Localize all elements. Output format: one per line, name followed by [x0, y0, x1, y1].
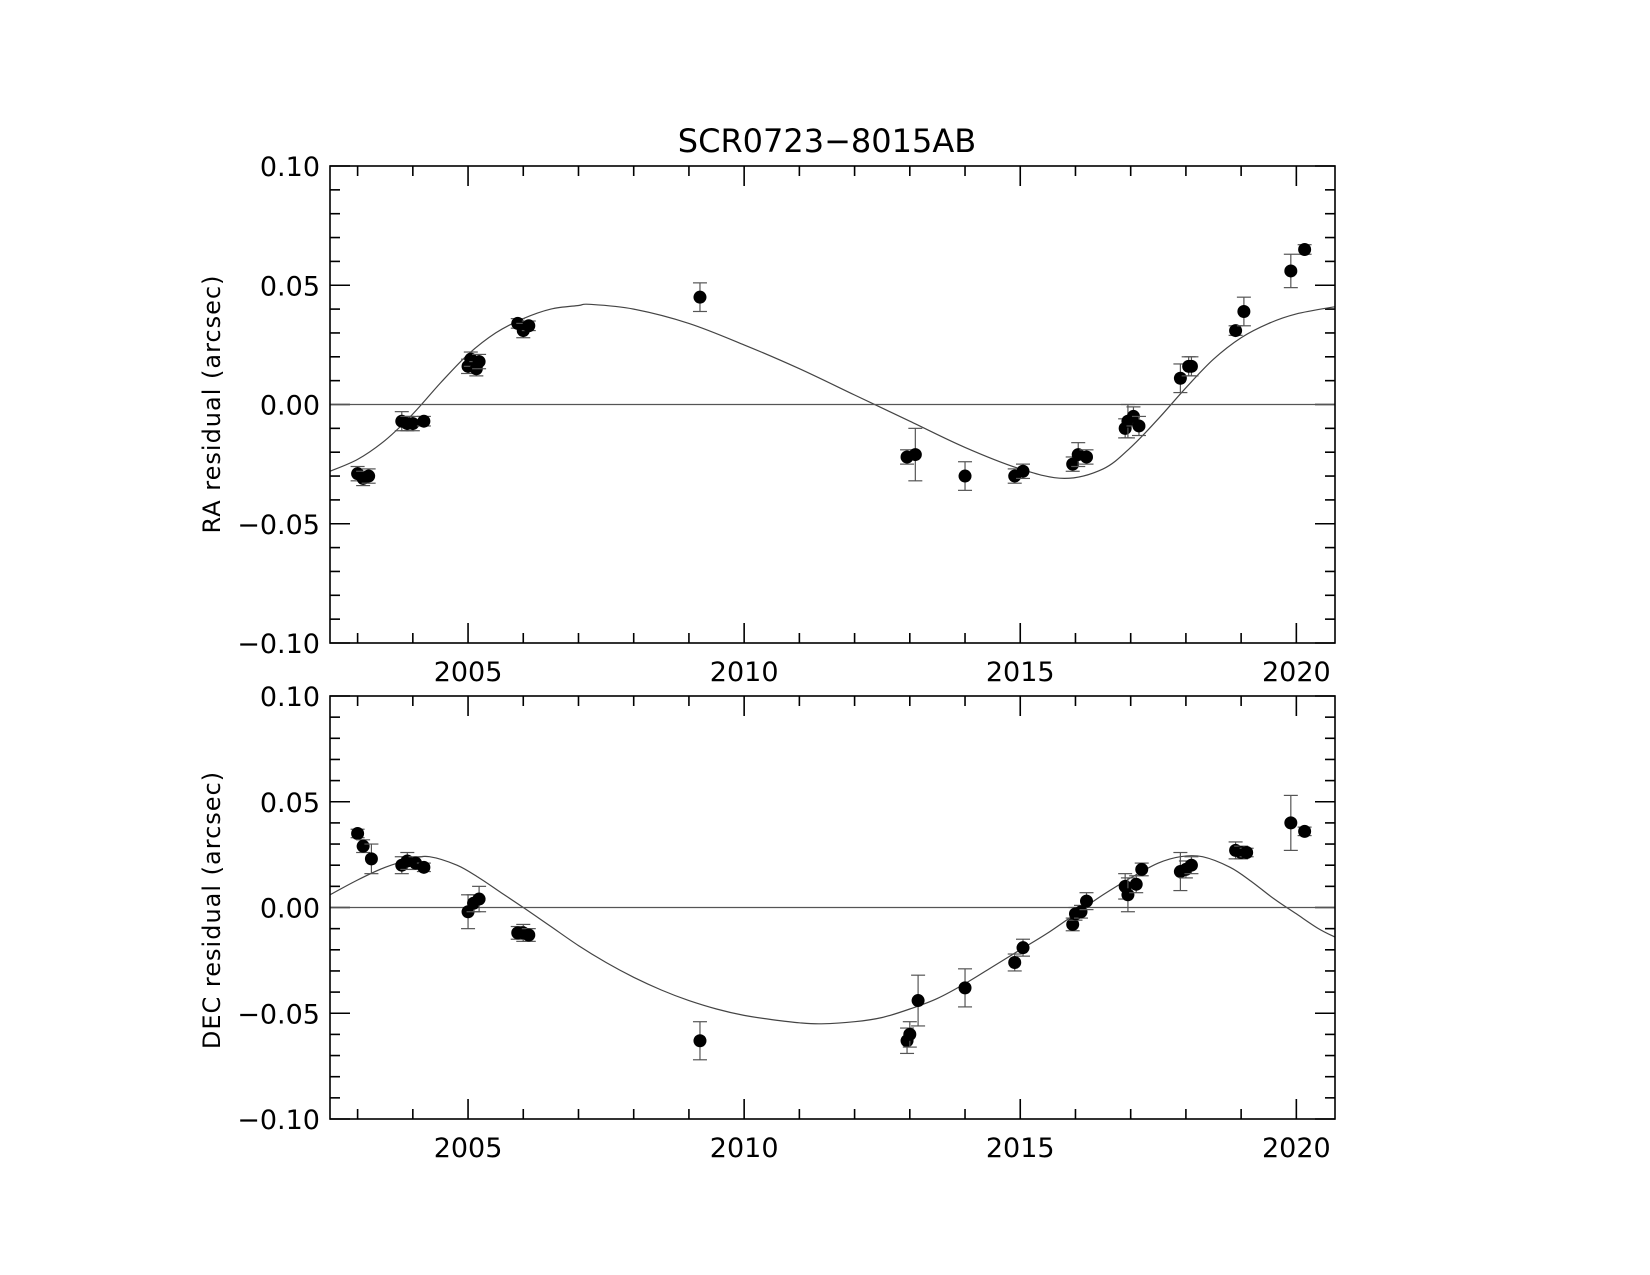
ra-data-point: [1284, 264, 1298, 278]
ra-data-point: [1184, 359, 1198, 373]
dec-x-tick-label: 2010: [710, 1133, 779, 1164]
ra-axis-ticks: 2005 2010 2015 2020 −0.10 −0.05 0.00 0.05 0.10: [237, 152, 1335, 688]
ra-data-point: [908, 448, 922, 462]
ra-orbit-fit-curve: [329, 303, 1336, 480]
dec-plot-frame: [329, 695, 1336, 1120]
dec-data-point: [1135, 862, 1149, 876]
dec-data-point: [693, 1034, 707, 1048]
ra-data-point: [406, 417, 420, 431]
ra-data-point: [1080, 450, 1094, 464]
ra-data-point: [472, 355, 486, 369]
dec-data-point: [356, 839, 370, 853]
dec-axis-ticks: 2005 2010 2015 2020 −0.10 −0.05 0.00 0.05 0.10: [237, 682, 1335, 1164]
dec-x-tick-label: 2020: [1262, 1133, 1331, 1164]
dec-data-point: [958, 981, 972, 995]
dec-data-point: [1008, 955, 1022, 969]
ra-y-tick-label: 0.00: [260, 391, 320, 422]
dec-y-tick-label: −0.10: [237, 1105, 320, 1136]
ra-data-point: [1173, 371, 1187, 385]
ra-data-point: [522, 319, 536, 333]
dec-orbit-fit-curve: [329, 855, 1336, 1025]
ra-data-point: [693, 290, 707, 304]
dec-data-points: [350, 794, 1312, 1061]
ra-data-point: [417, 414, 431, 428]
dec-y-tick-label: 0.10: [260, 682, 320, 713]
dec-data-point: [1066, 917, 1080, 931]
dec-data-point: [1284, 816, 1298, 830]
dec-data-point: [1016, 941, 1030, 955]
ra-x-tick-label: 2010: [710, 657, 779, 688]
dec-data-point: [522, 928, 536, 942]
chart-title: SCR0723−8015AB: [678, 122, 976, 160]
dec-data-point: [417, 860, 431, 874]
dec-data-point: [1129, 877, 1143, 891]
dec-y-tick-label: 0.00: [260, 894, 320, 925]
dec-data-point: [472, 892, 486, 906]
ra-data-point: [1066, 457, 1080, 471]
ra-residual-panel: RA residual (arcsec) 2005 2010 2015 2020 −0.…: [198, 152, 1336, 688]
dec-data-point: [1121, 888, 1135, 902]
dec-residual-panel: DEC residual (arcsec) 2005 2010 2015 2020 −0…: [198, 682, 1336, 1164]
ra-fit-and-zero-lines: [329, 303, 1336, 480]
ra-data-point: [1016, 464, 1030, 478]
ra-data-point: [362, 469, 376, 483]
ra-x-tick-label: 2020: [1262, 657, 1331, 688]
ra-data-point: [958, 469, 972, 483]
ra-y-tick-label: 0.05: [260, 271, 320, 302]
dec-data-point: [351, 826, 365, 840]
dec-y-tick-label: 0.05: [260, 788, 320, 819]
dec-data-point: [911, 994, 925, 1008]
ra-data-point: [1237, 304, 1251, 318]
dec-x-tick-label: 2005: [434, 1133, 503, 1164]
dec-data-point: [1074, 905, 1088, 919]
dec-data-point: [903, 1027, 917, 1041]
ra-data-point: [1132, 419, 1146, 433]
dec-fit-and-zero-lines: [329, 855, 1336, 1025]
ra-y-tick-label: 0.10: [260, 152, 320, 183]
dec-data-point: [1184, 858, 1198, 872]
dec-data-point: [364, 852, 378, 866]
dec-x-tick-label: 2015: [986, 1133, 1055, 1164]
ra-data-point: [1229, 324, 1243, 338]
dec-y-tick-label: −0.05: [237, 999, 320, 1030]
ra-data-point: [1298, 242, 1312, 256]
dec-data-point: [1298, 824, 1312, 838]
dec-data-point: [1240, 846, 1254, 860]
ra-y-tick-label: −0.05: [237, 510, 320, 541]
ra-plot-frame: [329, 165, 1336, 644]
dec-y-axis-label: DEC residual (arcsec): [198, 771, 226, 1049]
dec-data-point: [1080, 894, 1094, 908]
ra-y-tick-label: −0.10: [237, 629, 320, 660]
ra-data-points: [350, 242, 1312, 491]
ra-x-tick-label: 2015: [986, 657, 1055, 688]
ra-x-tick-label: 2005: [434, 657, 503, 688]
ra-y-axis-label: RA residual (arcsec): [198, 275, 226, 534]
